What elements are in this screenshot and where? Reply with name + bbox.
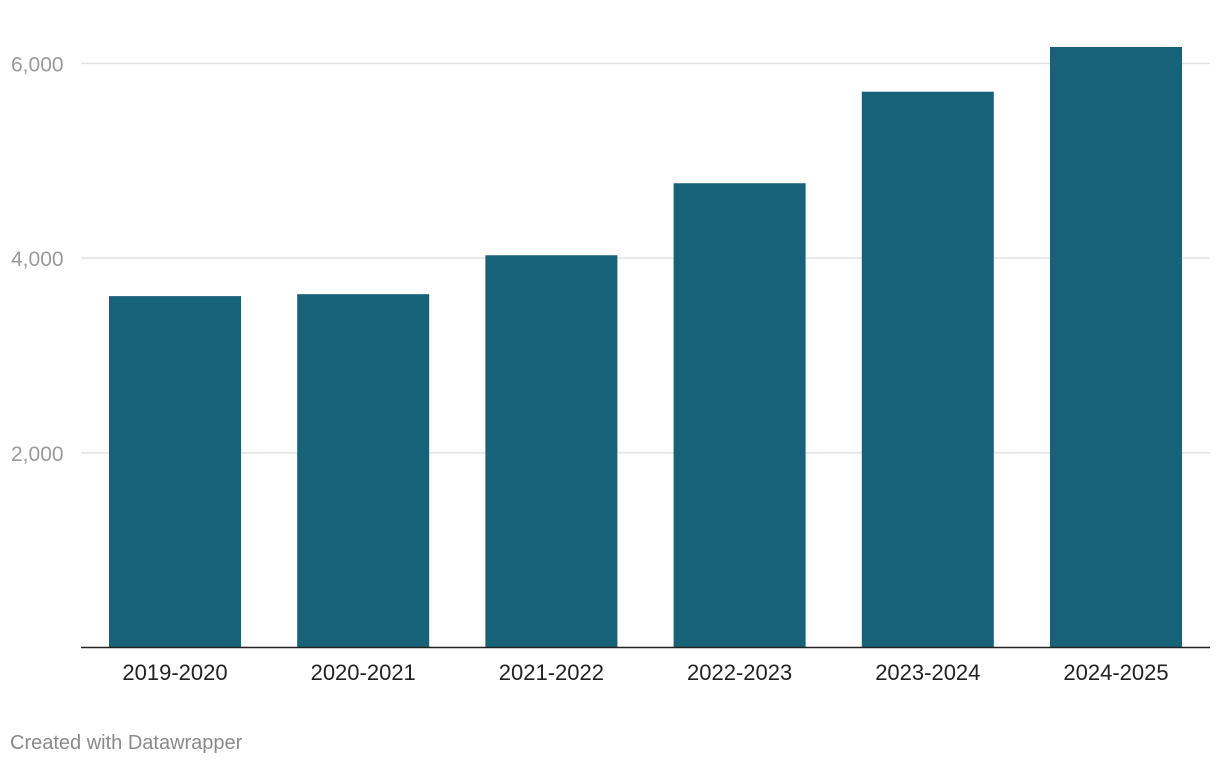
gridlines (81, 62, 1210, 454)
bar[interactable] (109, 296, 241, 648)
x-tick-label: 2023-2024 (875, 660, 980, 685)
x-tick-label: 2022-2023 (687, 660, 792, 685)
x-tick-label: 2021-2022 (499, 660, 604, 685)
bar[interactable] (1050, 46, 1182, 648)
x-tick-label: 2020-2021 (311, 660, 416, 685)
y-tick-label: 2,000 (11, 443, 64, 466)
datawrapper-credit[interactable]: Created with Datawrapper (10, 732, 243, 754)
bar[interactable] (861, 91, 994, 648)
x-axis-tick-labels: 2019-2020 2020-2021 2021-2022 2022-2023 2023… (122, 660, 1168, 685)
bar[interactable] (297, 294, 430, 648)
x-tick-label: 2019-2020 (122, 660, 227, 685)
x-tick-label: 2024-2025 (1063, 660, 1168, 685)
y-tick-label: 6,000 (11, 54, 64, 77)
bars (109, 46, 1182, 648)
bar[interactable] (673, 183, 806, 648)
bar[interactable] (485, 255, 618, 648)
y-tick-label: 4,000 (11, 248, 64, 271)
y-axis-tick-labels: 2,000 4,000 6,000 (11, 54, 64, 466)
